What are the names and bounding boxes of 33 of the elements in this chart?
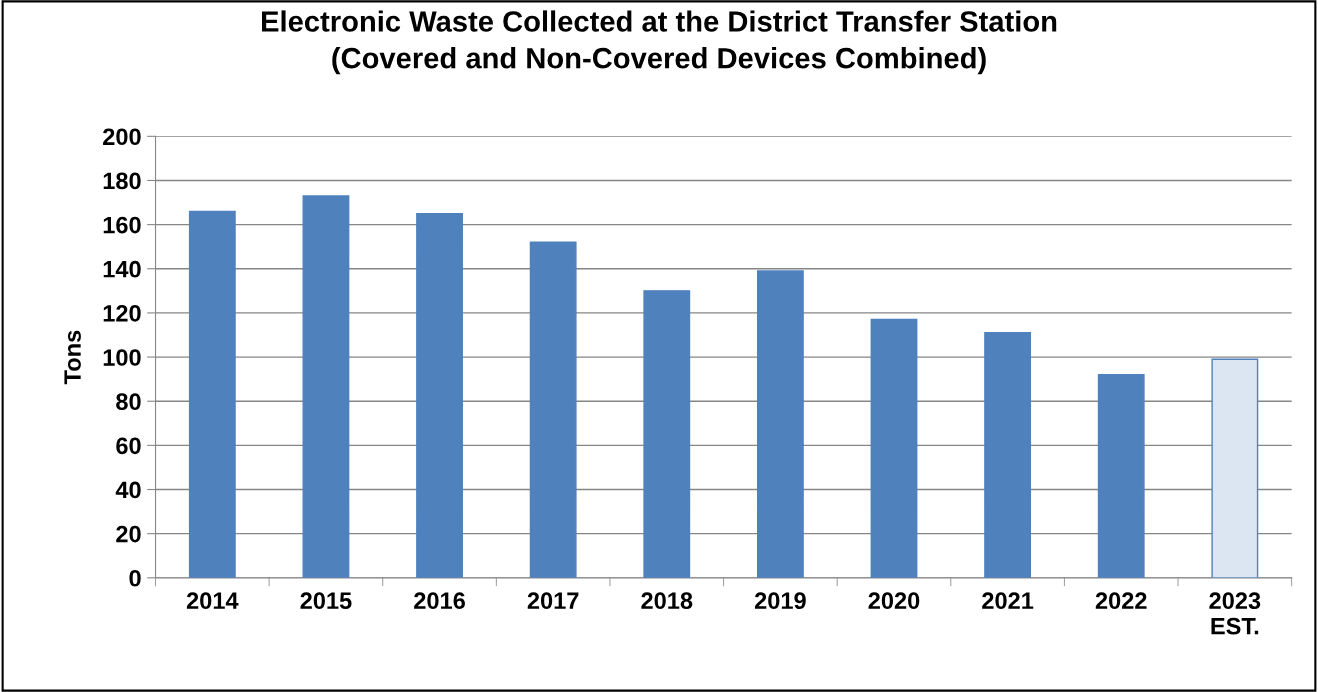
x-tick-label: 2018 xyxy=(641,592,693,610)
bar xyxy=(870,318,918,578)
bar xyxy=(1211,358,1259,578)
bar xyxy=(188,210,236,578)
x-tick-label: 2016 xyxy=(414,592,465,610)
x-tick-label: 2017 xyxy=(527,592,579,610)
bar xyxy=(416,212,463,578)
x-tick-label: 2019 xyxy=(754,592,806,610)
y-tick-label: 120 xyxy=(103,304,141,322)
x-tick-label: 2015 xyxy=(300,592,352,610)
x-tick-label: 2014 xyxy=(186,592,239,610)
bar xyxy=(529,241,577,578)
x-tick-label: 2023 EST. xyxy=(1209,592,1261,635)
y-tick-label: 180 xyxy=(103,172,141,190)
x-tick-label: 2021 xyxy=(982,592,1034,610)
bar xyxy=(302,195,350,578)
bar xyxy=(756,270,804,578)
y-tick-label: 100 xyxy=(103,349,141,366)
y-tick-label: 160 xyxy=(103,216,141,234)
x-tick-label: 2022 xyxy=(1095,592,1147,610)
x-tick-label: 2020 xyxy=(868,592,920,610)
bar xyxy=(984,332,1032,578)
y-axis-title: Tons xyxy=(64,330,81,385)
y-tick-label: 80 xyxy=(116,393,141,411)
y-tick-label: 200 xyxy=(103,128,141,146)
y-tick-label: 0 xyxy=(129,569,141,587)
chart-title: Electronic Waste Collected at the District Transfer Station (Covered and Non-Covered Devices Combined) xyxy=(262,10,1057,75)
y-tick-label: 40 xyxy=(115,481,141,499)
bar xyxy=(643,290,691,578)
y-tick-label: 60 xyxy=(116,437,141,455)
y-tick-label: 140 xyxy=(103,260,141,278)
bar xyxy=(1097,374,1145,578)
y-tick-label: 20 xyxy=(116,525,141,543)
